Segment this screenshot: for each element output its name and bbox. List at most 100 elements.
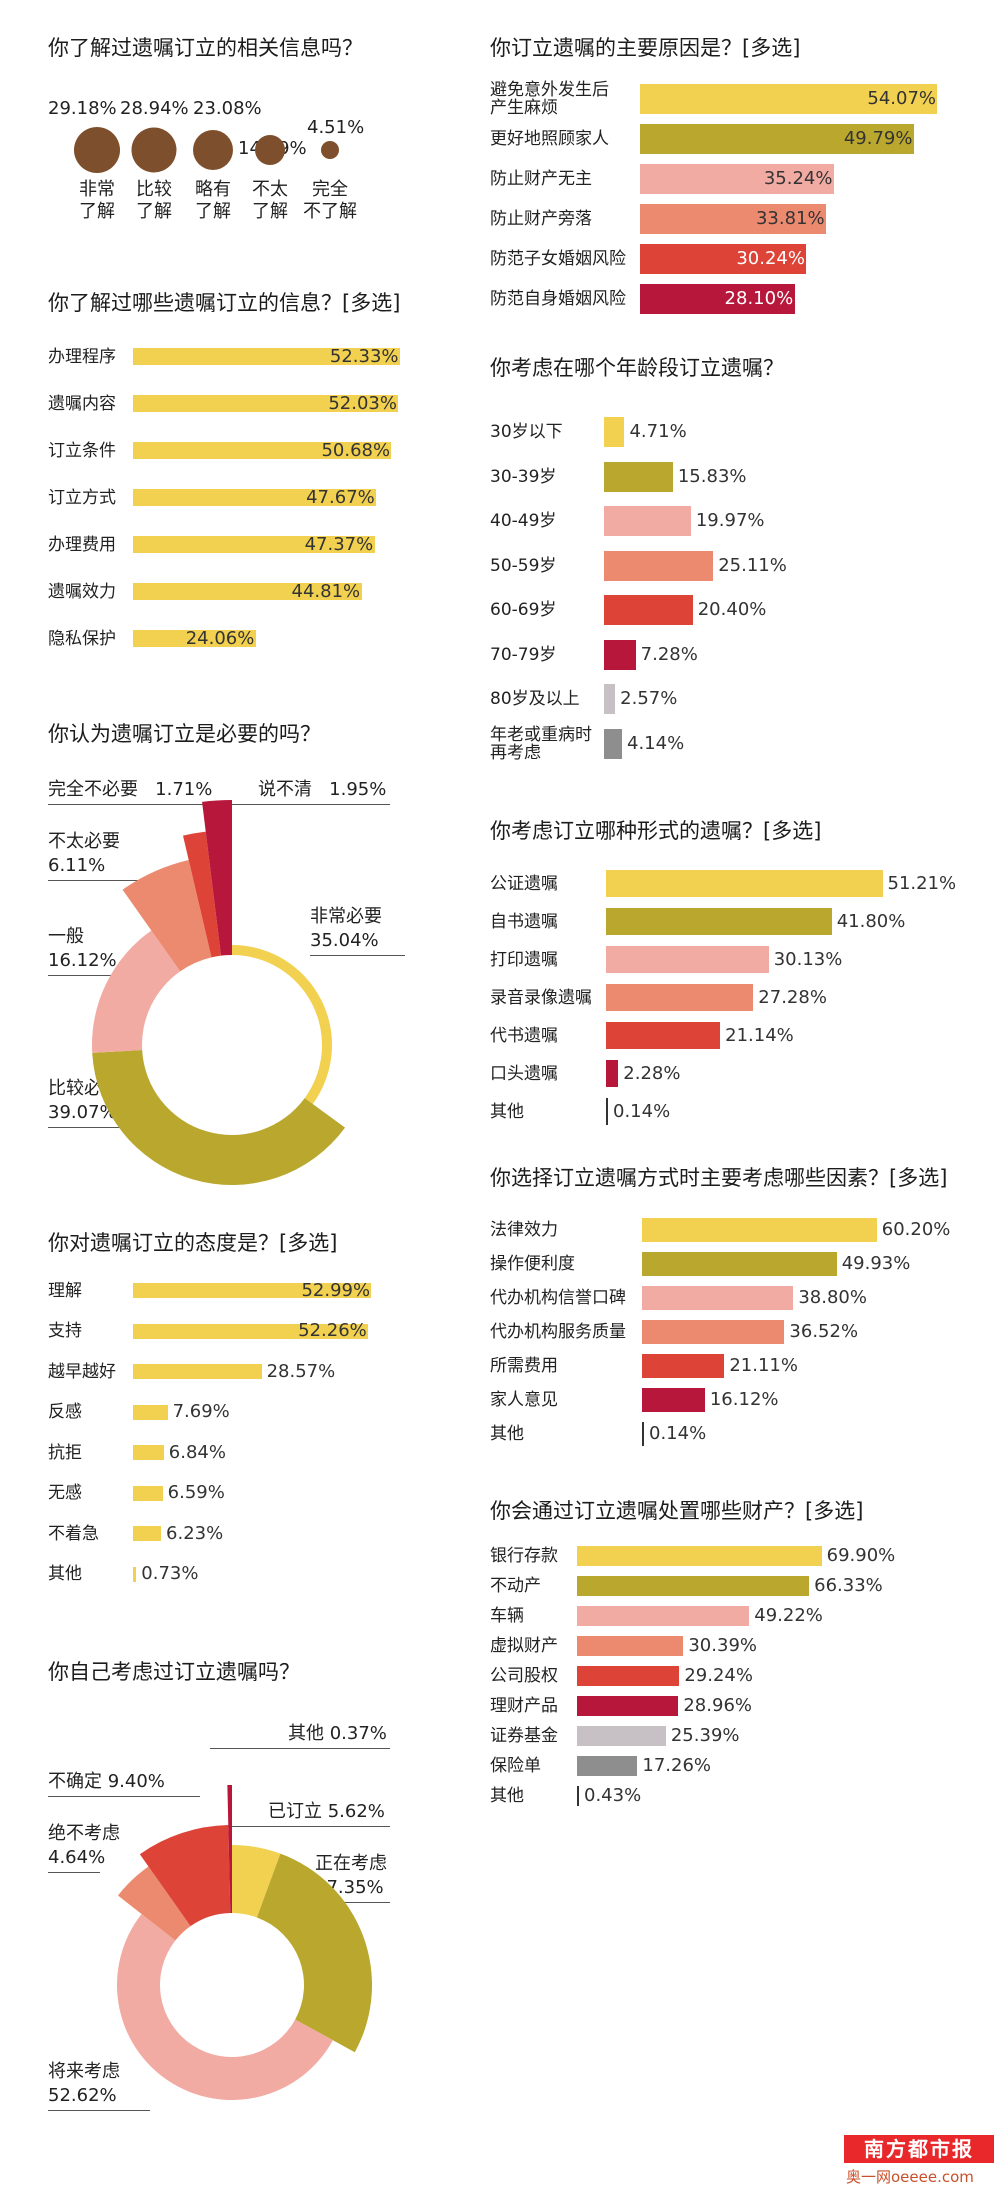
bar [604,461,673,492]
bubble [321,141,339,159]
bar [604,506,691,536]
bar [133,536,375,553]
bar-value-label: 28.57% [266,1360,336,1382]
bar [606,984,754,1011]
bar-value-label: 38.80% [798,1287,867,1308]
donut-slice [91,930,181,1053]
bar [642,1320,785,1344]
bar-value-label: 30.24% [736,248,805,269]
bar-category-label: 理财产品 [490,1696,558,1716]
bar-category-label: 不着急 [48,1523,99,1544]
bar-category-label: 车辆 [490,1606,524,1626]
donut-slice [232,945,333,1104]
bar-value-label: 16.12% [709,1389,779,1410]
donut-label: 其他 0.37% [288,1723,387,1744]
donut-slice [117,1866,191,1941]
donut-slice [182,831,222,958]
donut-label: 将来考虑 52.62% [48,2061,120,2106]
bar [577,1636,684,1656]
bar [133,1566,137,1582]
bar [133,348,400,365]
bubble-category-label: 略有 了解 [195,179,231,222]
bar [604,684,616,714]
bar-value-label: 17.26% [642,1755,712,1776]
bar-value-label: 21.14% [725,1024,794,1046]
bar [642,1388,705,1412]
bar-category-label: 30岁以下 [490,422,563,442]
bubble-category-label: 非常 了解 [79,179,115,222]
bar-value-label: 19.97% [695,510,765,531]
bar-category-label: 70-79岁 [490,644,557,665]
bar [642,1286,794,1310]
bubble-category-label: 比较 了解 [136,179,172,222]
bar-category-label: 年老或重病时 再考虑 [490,724,592,763]
bar-value-label: 49.93% [841,1253,911,1274]
bar-category-label: 抗拒 [48,1442,82,1463]
chart-title: 你会通过订立遗嘱处置哪些财产？[多选] [490,1499,864,1523]
donut-slice [122,860,212,972]
bar [577,1786,579,1806]
chart-title: 你认为遗嘱订立是必要的吗？ [48,722,321,746]
bubble-value-label: 29.18% [48,98,117,119]
donut-slice [256,1853,373,2053]
bar-value-label: 0.14% [613,1100,671,1122]
bar-category-label: 防止财产无主 [490,169,592,189]
chart-title: 你订立遗嘱的主要原因是？[多选] [490,36,801,60]
donut-slice [117,1914,333,2100]
bar-category-label: 反感 [48,1402,82,1422]
site-logo: 奥一网oeeee.com [846,2168,974,2186]
bar-category-label: 80岁及以上 [490,689,580,709]
bubble [74,127,120,173]
bar [606,908,832,935]
bar [606,1060,619,1087]
donut-label: 不确定 9.40% [48,1771,165,1792]
bar-value-label: 47.37% [304,533,374,555]
bubble-category-label: 不太 了解 [252,179,288,222]
chart-title: 你了解过哪些遗嘱订立的信息？[多选] [48,291,401,315]
bar-value-label: 36.52% [789,1321,859,1342]
bar-value-label: 69.90% [826,1545,896,1566]
bar [642,1252,837,1276]
bar [640,164,834,194]
bar-category-label: 支持 [48,1321,82,1341]
donut-slice [202,800,232,956]
bar-value-label: 35.24% [763,168,833,189]
bar-category-label: 理解 [48,1280,82,1301]
bar-category-label: 自书遗嘱 [490,911,558,932]
chart-title: 你选择订立遗嘱方式时主要考虑哪些因素？[多选] [490,1166,948,1190]
donut-slice [232,1844,281,1918]
bar [604,595,693,625]
donut-label: 已订立 5.62% [268,1801,385,1822]
bar-value-label: 66.33% [814,1575,883,1596]
bar-value-label: 52.03% [328,392,397,414]
bar-value-label: 28.96% [683,1695,752,1716]
bar-value-label: 28.10% [724,288,794,309]
bar-category-label: 证券基金 [490,1726,558,1746]
donut-slice [92,1050,346,1185]
bar [133,1485,163,1501]
bar-category-label: 其他 [490,1786,524,1806]
bar [577,1606,750,1626]
bar-value-label: 24.06% [185,627,255,649]
bar-value-label: 6.59% [167,1482,225,1503]
chart-title: 你考虑订立哪种形式的遗嘱？[多选] [490,819,822,843]
bar-value-label: 25.11% [718,554,787,576]
leader-line [48,1872,100,1873]
bar-category-label: 防范自身婚姻风险 [490,289,626,309]
bar-category-label: 代办机构信誉口碑 [490,1288,626,1308]
bar [606,946,769,973]
bar-value-label: 0.73% [141,1563,199,1584]
leader-line [310,955,405,956]
bar [604,417,625,447]
bar-value-label: 49.79% [843,128,913,149]
bubble-value-label: 23.08% [193,98,262,119]
bar-category-label: 口头遗嘱 [490,1063,558,1084]
bar-category-label: 更好地照顾家人 [490,129,609,149]
bar [640,204,826,234]
bar-category-label: 40-49岁 [490,511,557,531]
bar-category-label: 其他 [490,1101,524,1122]
bar-category-label: 60-69岁 [490,600,557,620]
bar-value-label: 7.69% [172,1401,230,1422]
bar-category-label: 遗嘱内容 [48,393,116,414]
bar-category-label: 办理程序 [48,346,116,367]
